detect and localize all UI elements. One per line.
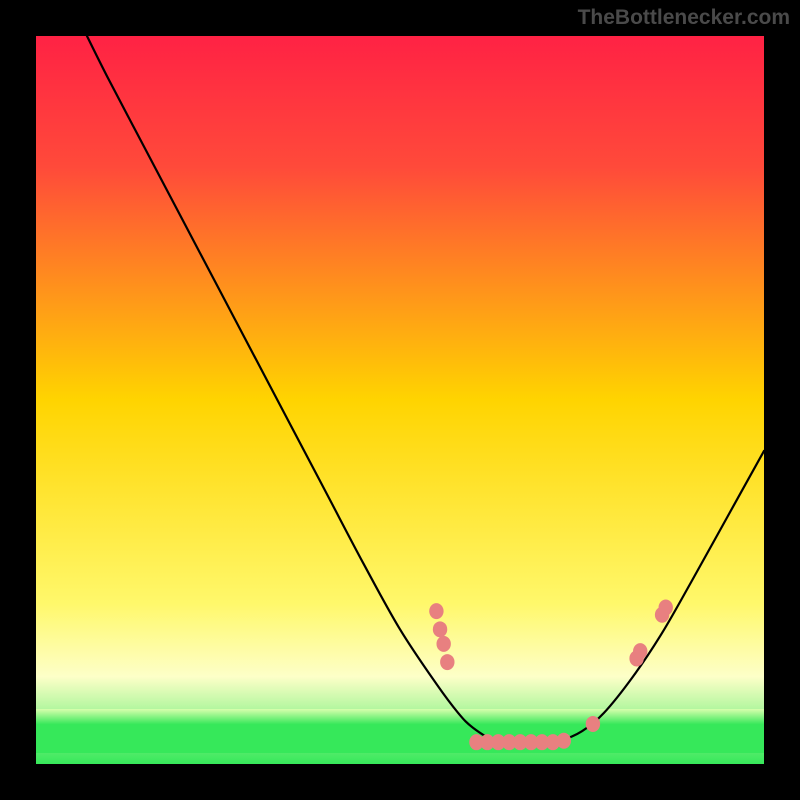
data-marker	[436, 636, 450, 652]
data-marker	[659, 599, 673, 615]
bottleneck-curve	[87, 36, 764, 744]
plot-area	[36, 36, 764, 764]
data-marker	[633, 643, 647, 659]
data-marker	[433, 621, 447, 637]
chart-container: { "watermark": { "text": "TheBottlenecke…	[0, 0, 800, 800]
data-marker	[557, 733, 571, 749]
watermark-text: TheBottlenecker.com	[578, 6, 790, 30]
data-marker	[440, 654, 454, 670]
curve-svg	[36, 36, 764, 764]
data-marker	[429, 603, 443, 619]
data-marker	[586, 716, 600, 732]
